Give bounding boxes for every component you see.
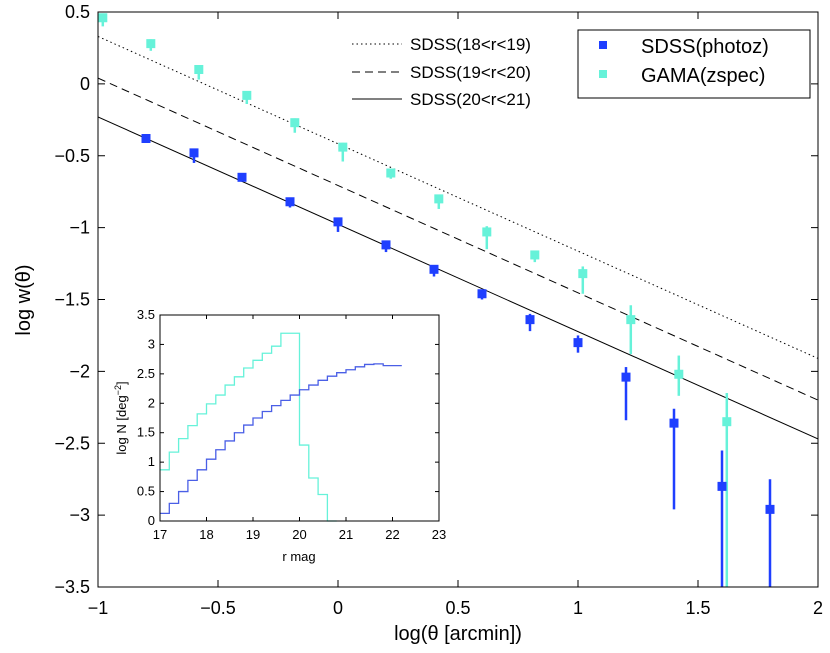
inset-y-tick-label: 3.5 (137, 307, 155, 322)
legend-label-sdss-photoz: SDSS(photoz) (641, 36, 769, 58)
data-point-gama-0 (98, 13, 108, 23)
legend-label-18-19: SDSS(18<r<19) (410, 35, 531, 54)
legend-label-20-21: SDSS(20<r<21) (410, 90, 531, 109)
inset-x-tick-label: 23 (432, 527, 446, 542)
data-point-sdss-11 (669, 418, 679, 428)
main-ticks: −1 −0.5 0 0.5 1 1.5 2 0.5 0 −0.5 −1 −1.5 −2 −2.5 −3 −3.… (54, 2, 823, 618)
inset-y-tick-label: 1 (148, 454, 155, 469)
inset-x-tick-label: 18 (199, 527, 213, 542)
legend-label-gama-zspec: GAMA(zspec) (641, 65, 765, 87)
inset-y-tick-label: 1.5 (137, 425, 155, 440)
inset-plot: 17 18 19 20 21 22 23 0 0.5 1 1.5 2 2.5 3 3.5 r mag log… (113, 307, 446, 564)
data-point-sdss-13 (765, 504, 775, 514)
inset-histograms (160, 332, 402, 522)
inset-y-tick-label: 2 (148, 395, 155, 410)
ref-line-dotted (98, 35, 818, 359)
inset-ticks: 17 18 19 20 21 22 23 0 0.5 1 1.5 2 2.5 3 3.5 (137, 307, 446, 542)
x-tick-label: −1 (88, 598, 109, 618)
y-tick-label: −2.5 (54, 433, 90, 453)
data-point-gama-12 (674, 369, 684, 379)
data-point-gama-10 (578, 269, 588, 279)
y-tick-label: 0.5 (65, 2, 90, 22)
inset-x-tick-label: 20 (292, 527, 306, 542)
y-tick-label: −3.5 (54, 577, 90, 597)
data-point-sdss-3 (285, 197, 295, 207)
x-tick-label: 2 (813, 598, 823, 618)
data-point-sdss-1 (189, 148, 199, 158)
inset-y-tick-label: 0.5 (137, 484, 155, 499)
data-point-sdss-12 (717, 481, 727, 491)
inset-x-tick-label: 21 (339, 527, 353, 542)
markers-legend: SDSS(photoz) GAMA(zspec) (577, 29, 811, 99)
inset-x-tick-label: 17 (153, 527, 167, 542)
data-point-gama-1 (146, 39, 156, 49)
data-point-sdss-2 (237, 172, 247, 182)
y-tick-label: −2 (69, 361, 90, 381)
data-point-gama-9 (530, 250, 540, 260)
data-point-gama-4 (290, 118, 300, 128)
inset-y-label-end: ] (114, 381, 129, 385)
x-tick-label: 1 (573, 598, 583, 618)
x-tick-label: 1.5 (685, 598, 710, 618)
ref-line-dashed (98, 77, 818, 401)
inset-hist-gama (160, 332, 337, 522)
data-point-sdss-0 (141, 134, 151, 143)
inset-x-tick-label: 22 (385, 527, 399, 542)
inset-frame (159, 314, 440, 522)
data-point-gama-7 (434, 194, 444, 204)
x-tick-label: 0.5 (445, 598, 470, 618)
reference-lines (98, 35, 818, 440)
data-point-gama-13 (722, 417, 732, 427)
inset-y-label-sup: −2 (113, 385, 123, 395)
inset-x-axis-label: r mag (282, 549, 315, 564)
inset-y-label-main: log N [deg (114, 395, 129, 454)
legend-marker-sdss (599, 41, 607, 49)
ref-line-solid (98, 116, 818, 440)
data-point-gama-6 (386, 168, 396, 178)
x-tick-label: 0 (333, 598, 343, 618)
inset-hist-sdss (160, 363, 402, 514)
data-point-sdss-4 (333, 217, 343, 227)
x-axis-label: log(θ [arcmin]) (394, 623, 522, 645)
y-tick-label: −1.5 (54, 290, 90, 310)
data-point-gama-5 (338, 142, 348, 152)
y-tick-label: −1 (69, 218, 90, 238)
inset-x-tick-label: 19 (246, 527, 260, 542)
legend-marker-gama (599, 70, 607, 78)
inset-y-tick-label: 0 (148, 513, 155, 528)
y-tick-label: −3 (69, 505, 90, 525)
y-tick-label: −0.5 (54, 146, 90, 166)
inset-y-tick-label: 3 (148, 336, 155, 351)
data-point-sdss-6 (429, 264, 439, 274)
data-point-gama-11 (626, 315, 636, 325)
y-tick-label: 0 (80, 74, 90, 94)
data-point-sdss-8 (525, 315, 535, 325)
main-plot-frame (97, 11, 819, 588)
x-tick-label: −0.5 (200, 598, 236, 618)
inset-y-axis-label: log N [deg−2] (113, 381, 129, 454)
data-point-gama-3 (242, 90, 252, 100)
data-point-sdss-9 (573, 338, 583, 348)
data-point-sdss-5 (381, 240, 391, 250)
data-points (98, 13, 775, 514)
data-point-sdss-10 (621, 372, 631, 382)
inset-y-tick-label: 2.5 (137, 366, 155, 381)
data-point-gama-8 (482, 227, 492, 237)
lines-legend: SDSS(18<r<19) SDSS(19<r<20) SDSS(20<r<21… (352, 35, 531, 109)
legend-label-19-20: SDSS(19<r<20) (410, 63, 531, 82)
data-point-gama-2 (194, 65, 204, 74)
data-point-sdss-7 (477, 289, 487, 299)
y-axis-label: log w(θ) (13, 264, 35, 335)
legend-box (577, 29, 811, 99)
